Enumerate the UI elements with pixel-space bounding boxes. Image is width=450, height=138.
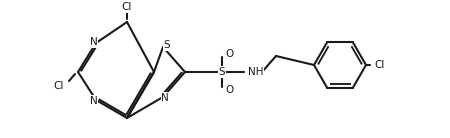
Text: S: S	[164, 40, 170, 50]
Text: Cl: Cl	[54, 81, 64, 91]
Text: N: N	[161, 93, 169, 103]
Text: Cl: Cl	[375, 60, 385, 70]
Text: S: S	[219, 67, 225, 77]
Text: N: N	[90, 37, 98, 47]
Text: N: N	[90, 96, 98, 106]
Text: NH: NH	[248, 67, 264, 77]
Text: O: O	[225, 85, 233, 95]
Text: O: O	[225, 49, 233, 59]
Text: Cl: Cl	[122, 2, 132, 12]
